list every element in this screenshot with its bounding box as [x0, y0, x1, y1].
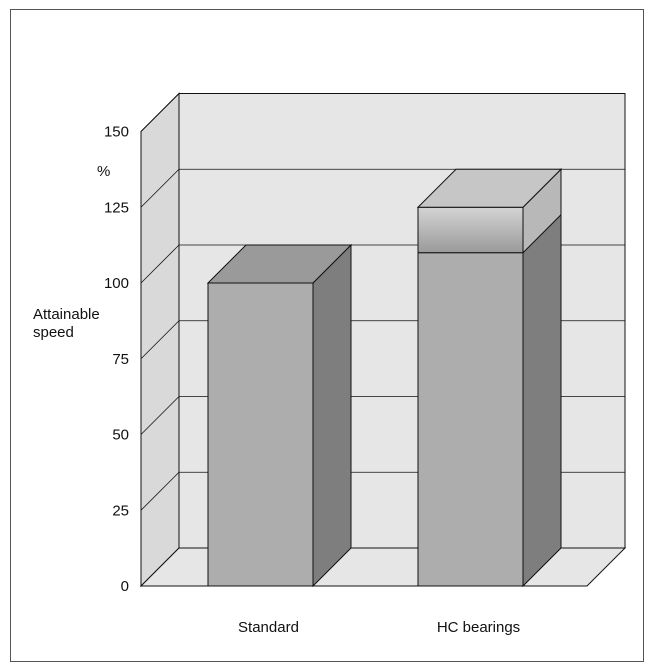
y-axis-label-line-1: Attainable: [33, 306, 100, 323]
grid-line-side-125: [140, 168, 180, 208]
y-tick-label-50: 50: [112, 427, 129, 444]
grid-line-side-25: [140, 471, 180, 511]
bar-side-1: [522, 213, 562, 588]
chart-frame: [10, 9, 644, 662]
y-tick-labels: 0 25 50 75 100 125 150: [104, 124, 129, 596]
y-unit-label: %: [97, 163, 110, 180]
x-tick-label-1: HC bearings: [437, 619, 520, 636]
grid-line-side-75: [140, 320, 180, 360]
y-tick-label-150: 150: [104, 124, 129, 141]
y-axis-label-line-2: speed: [33, 324, 74, 341]
grid-line-side-100: [140, 244, 180, 284]
bar-1: [416, 168, 563, 588]
bar-front-0: [207, 282, 314, 587]
bar-extra-front-1: [417, 206, 524, 254]
bars: [206, 168, 563, 588]
y-tick-label-25: 25: [112, 502, 129, 519]
y-tick-label-125: 125: [104, 199, 129, 216]
y-tick-label-75: 75: [112, 351, 129, 368]
y-tick-label-100: 100: [104, 275, 129, 292]
bar-side-0: [312, 243, 352, 588]
bar-top-1: [416, 168, 563, 208]
bar-top-0: [206, 244, 353, 284]
grid-line-side-150: [140, 93, 180, 132]
bar-0: [206, 243, 353, 588]
y-tick-label-0: 0: [121, 578, 129, 595]
grid-line-side-50: [140, 396, 180, 435]
x-tick-label-0: Standard: [238, 619, 299, 636]
x-tick-labels: Standard HC bearings: [238, 619, 520, 636]
bar-front-1: [417, 252, 524, 587]
